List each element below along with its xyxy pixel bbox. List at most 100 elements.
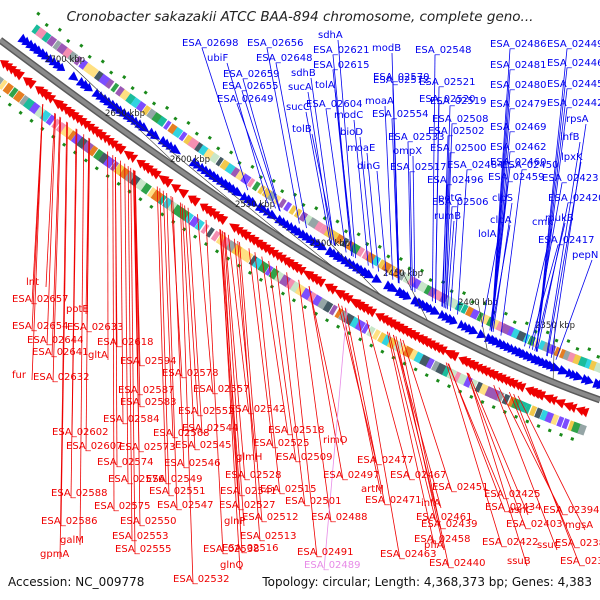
forward-gene <box>317 241 328 251</box>
leader-line <box>393 334 442 509</box>
reverse-gene <box>204 206 217 218</box>
forward-gene-label: ESA_02459 <box>488 172 545 183</box>
highlight-gene-label: ESA_02489 <box>304 560 361 571</box>
reverse-gene <box>114 144 127 155</box>
leader-line <box>112 155 115 512</box>
forward-gene-label: ESA_02486 <box>490 39 547 50</box>
forward-gene-label: ESA_02655 <box>222 81 279 92</box>
reverse-gene-label: ESA_02607 <box>66 441 123 452</box>
reverse-feature-block <box>252 257 265 271</box>
leader-line <box>546 161 582 357</box>
reverse-feature-block <box>539 409 549 421</box>
leader-line <box>45 113 56 288</box>
reverse-gene-label: fur <box>12 370 27 381</box>
misc-feature <box>186 120 191 126</box>
forward-feature-block <box>56 42 69 56</box>
scale-ticks: 2700 kbp 2650 kbp 2600 kbp 2550 kbp 2500 kbp… <box>45 55 575 380</box>
forward-feature-block <box>46 35 58 47</box>
forward-gene <box>239 191 248 201</box>
misc-feature <box>0 94 2 99</box>
forward-gene-label: rpsA <box>566 114 589 125</box>
forward-gene-label: ESA_02517 <box>390 162 447 173</box>
forward-feature-block <box>377 259 386 269</box>
misc-feature <box>503 311 508 316</box>
forward-feature-block <box>215 156 224 167</box>
misc-feature <box>554 338 559 343</box>
reverse-gene-label: ESA_02527 <box>219 500 276 511</box>
forward-gene <box>557 365 571 375</box>
forward-gene-label: sdhA <box>318 30 343 41</box>
reverse-gene-label: ESA_02425 <box>484 489 541 500</box>
forward-feature-block <box>178 131 188 142</box>
forward-feature-block <box>593 362 600 374</box>
reverse-gene <box>229 223 240 233</box>
forward-gene-label: potG <box>438 193 462 204</box>
tick-line <box>189 158 284 237</box>
reverse-gene <box>549 396 558 406</box>
leader-line <box>162 190 174 439</box>
reverse-gene-label: potE <box>66 304 89 315</box>
leader-line <box>221 230 243 554</box>
leader-line <box>446 220 455 310</box>
forward-feature-block <box>398 270 407 281</box>
reverse-feature-block <box>435 362 447 376</box>
forward-feature-block <box>31 24 41 35</box>
misc-feature <box>236 263 242 268</box>
forward-gene-label: tolA <box>315 80 335 91</box>
forward-gene-label: ESA_02462 <box>490 142 547 153</box>
tick-label: 2350 kbp <box>535 321 575 331</box>
leader-line <box>366 319 411 481</box>
reverse-feature-block <box>93 148 104 161</box>
forward-feature-block <box>298 211 309 222</box>
reverse-feature-block <box>98 152 110 165</box>
reverse-feature-block <box>408 349 420 361</box>
leader-line <box>323 308 348 571</box>
reverse-gene-label: ESA_02434 <box>485 502 542 513</box>
misc-feature <box>109 70 114 75</box>
reverse-feature-block <box>377 332 387 344</box>
misc-feature <box>122 75 127 80</box>
forward-feature-block <box>151 112 163 124</box>
reverse-gene-label: artM <box>361 484 384 495</box>
reverse-gene-label: ESA_02644 <box>27 335 84 346</box>
leader-line <box>224 232 246 481</box>
reverse-gene <box>136 159 147 169</box>
reverse-gene <box>239 230 252 241</box>
leader-line <box>114 156 118 468</box>
leader-line <box>201 47 249 191</box>
leader-line <box>223 231 245 527</box>
reverse-feature-block <box>28 102 41 115</box>
reverse-gene-label: ESA_02575 <box>94 501 151 512</box>
reverse-feature-block <box>200 223 210 235</box>
misc-feature <box>491 405 496 410</box>
misc-feature <box>57 27 62 32</box>
leader-line <box>443 152 451 308</box>
leader-line <box>366 152 379 272</box>
tick-label: 2700 kbp <box>45 55 85 65</box>
reverse-gene <box>363 306 374 316</box>
reverse-gene-label: ESA_02488 <box>311 512 368 523</box>
forward-feature-block <box>219 159 231 171</box>
reverse-gene <box>63 106 76 118</box>
misc-feature <box>83 158 89 163</box>
forward-gene <box>468 325 479 335</box>
misc-feature <box>302 305 308 310</box>
reverse-feature-block <box>322 300 334 313</box>
forward-feature-block <box>104 78 115 89</box>
forward-feature-block <box>141 105 152 116</box>
reverse-feature-block <box>550 413 560 426</box>
forward-gene <box>363 269 375 279</box>
forward-feature-block <box>203 148 216 161</box>
reverse-gene-label: ESA_02422 <box>482 537 539 548</box>
tick-line <box>64 58 176 165</box>
misc-feature <box>7 102 12 107</box>
reverse-gene-label: ESA_02588 <box>51 488 108 499</box>
reverse-feature-block <box>268 267 281 281</box>
leader-line <box>491 166 511 332</box>
forward-feature-block <box>314 221 324 232</box>
misc-feature <box>413 367 418 372</box>
reverse-feature-block <box>81 140 94 154</box>
forward-feature-block <box>319 224 330 236</box>
forward-feature-block <box>476 311 484 322</box>
